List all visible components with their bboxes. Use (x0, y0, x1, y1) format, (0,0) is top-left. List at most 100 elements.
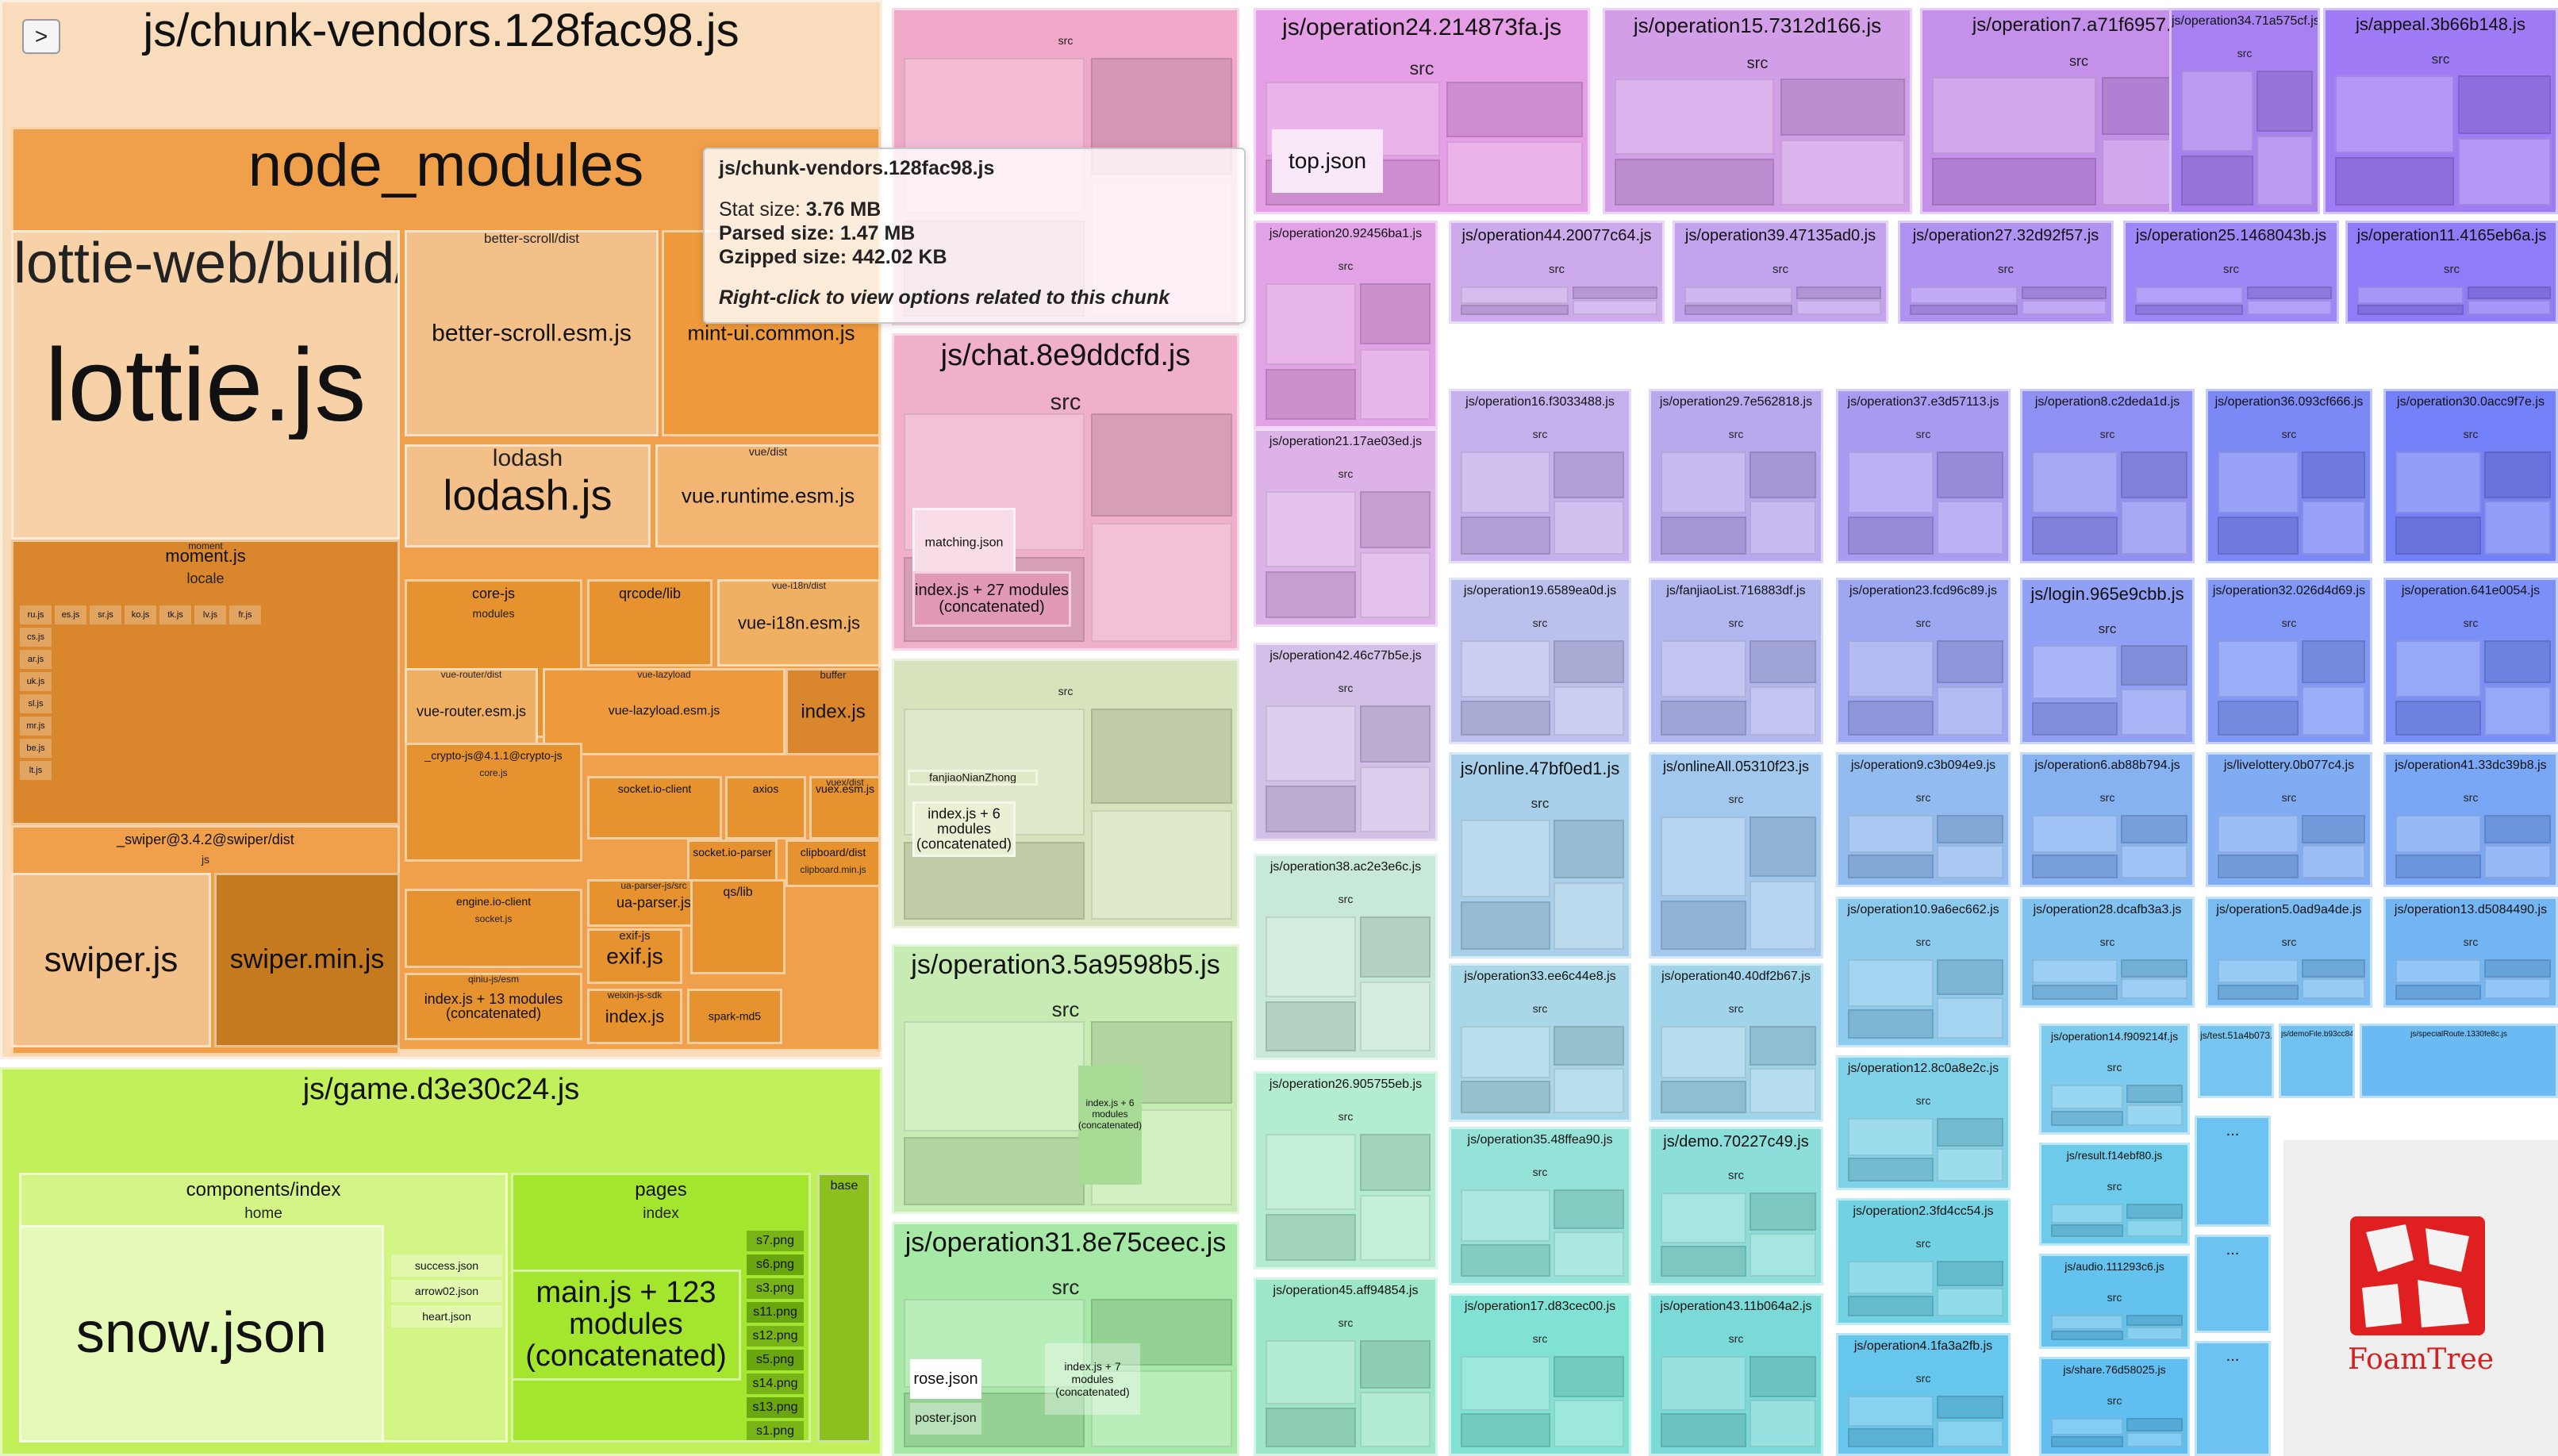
chunk-vue-router[interactable]: vue-router.esm.js vue-router/dist (405, 668, 538, 755)
module-block (1910, 286, 2018, 304)
chunk-chat-index[interactable]: index.js + 27 modules (concatenated) (912, 571, 1071, 627)
chunk-op35[interactable]: js/operation35.48ffea90.js src (1449, 1127, 1631, 1285)
chunk-op641[interactable]: js/operation.641e0054.js src (2383, 578, 2558, 744)
chunk-op9[interactable]: js/operation9.c3b094e9.js src (1836, 752, 2011, 887)
chunk-crypto[interactable]: _crypto-js@4.1.1@crypto-js core.js (405, 743, 582, 862)
chunk-op8[interactable]: js/operation8.c2deda1d.js src (2020, 389, 2195, 563)
chunk-share[interactable]: js/share.76d58025.js src (2039, 1357, 2190, 1456)
chunk-exif[interactable]: exif.js exif-js (587, 928, 682, 984)
chunk-onlineall[interactable]: js/onlineAll.05310f23.js src (1649, 752, 1823, 959)
chunk-dots2[interactable]: ... (2195, 1235, 2271, 1333)
chunk-vue-i18n[interactable]: vue-i18n.esm.js vue-i18n/dist (717, 579, 881, 667)
chunk-op11[interactable]: js/operation11.4165eb6a.js src (2345, 221, 2558, 324)
chunk-qs[interactable]: qs/lib (690, 879, 785, 974)
chunk-fanjiaolist[interactable]: js/fanjiaoList.716883df.js src (1649, 578, 1823, 744)
chunk-op42[interactable]: js/operation42.46c77b5e.js src (1254, 643, 1438, 841)
chunk-op21[interactable]: js/operation21.17ae03ed.js src (1254, 428, 1438, 627)
chunk-swipermin[interactable]: swiper.min.js (214, 873, 400, 1047)
chunk-dots1[interactable]: ... (2195, 1116, 2271, 1227)
src-folder-label: src (1532, 1166, 1548, 1178)
chunk-op2[interactable]: js/operation2.3fd4cc54.js src (1836, 1198, 2011, 1325)
chunk-vue-lazyload[interactable]: vue-lazyload.esm.js vue-lazyload (543, 668, 785, 755)
chunk-op38[interactable]: js/operation38.ac2e3e6c.js src (1254, 854, 1438, 1060)
chunk-label: js/operation16.f3033488.js (1465, 396, 1615, 409)
chunk-op36[interactable]: js/operation36.093cf666.js src (2206, 389, 2372, 563)
module-block (1266, 571, 1356, 618)
chunk-swiperjs[interactable]: swiper.js (11, 873, 211, 1047)
chunk-op40[interactable]: js/operation40.40df2b67.js src (1649, 963, 1823, 1122)
chunk-lodash[interactable]: lodash.js lodash (405, 444, 651, 547)
chunk-op14[interactable]: js/operation14.f909214f.js src (2039, 1024, 2190, 1135)
chunk-op39[interactable]: js/operation39.47135ad0.js src (1673, 221, 1888, 324)
chunk-audio[interactable]: js/audio.111293c6.js src (2039, 1254, 2190, 1349)
locale-file: mr.js (20, 716, 52, 736)
chunk-op3[interactable]: js/operation3.5a9598b5.js src index.js + 6… (892, 944, 1239, 1214)
chunk-qiniu[interactable]: index.js + 13 modules (concatenated) qini… (405, 973, 582, 1040)
chunk-clipboard[interactable]: clipboard/dist clipboard.min.js (785, 839, 881, 887)
chunk-snow[interactable]: snow.json (19, 1225, 384, 1443)
chunk-op26[interactable]: js/operation26.905755eb.js src (1254, 1071, 1438, 1270)
chunk-game-base[interactable]: base (817, 1173, 871, 1443)
chunk-moment[interactable]: moment.js moment locale ru.js es.js sr.js ko.j… (11, 540, 400, 825)
chunk-op16[interactable]: js/operation16.f3033488.js src (1449, 389, 1631, 563)
chunk-op32[interactable]: js/operation32.026d4d69.js src (2206, 578, 2372, 744)
chunk-online[interactable]: js/online.47bf0ed1.js src (1449, 752, 1631, 959)
chunk-op13[interactable]: js/operation13.d5084490.js src (2383, 897, 2558, 1008)
chunk-op30[interactable]: js/operation30.0acc9f7e.js src (2383, 389, 2558, 563)
chunk-better-scroll[interactable]: better-scroll.esm.js better-scroll/dist (405, 230, 659, 436)
chunk-appeal[interactable]: js/appeal.3b66b148.js src (2323, 8, 2558, 214)
chunk-op33[interactable]: js/operation33.ee6c44e8.js src (1449, 963, 1631, 1122)
module-block (1461, 305, 1569, 315)
chunk-blurred2[interactable]: src (892, 659, 1239, 928)
chunk-op41[interactable]: js/operation41.33dc39b8.js src (2383, 752, 2558, 887)
chunk-buffer[interactable]: index.js buffer (785, 668, 881, 755)
chunk-livelottery[interactable]: js/livelottery.0b077c4.js src (2206, 752, 2372, 887)
chunk-test[interactable]: js/test.51a4b073.js (2198, 1024, 2274, 1098)
chunk-axios[interactable]: axios (725, 776, 806, 839)
chunk-op28[interactable]: js/operation28.dcafb3a3.js src (2020, 897, 2195, 1008)
chunk-op20[interactable]: js/operation20.92456ba1.js src (1254, 221, 1438, 428)
chunk-op27[interactable]: js/operation27.32d92f57.js src (1898, 221, 2114, 324)
chunk-vuex[interactable]: vuex.esm.js vuex/dist (809, 776, 881, 839)
chunk-qrcode[interactable]: qrcode/lib (587, 579, 712, 667)
chunk-label: js/operation28.dcafb3a3.js (2033, 904, 2182, 916)
chunk-op10[interactable]: js/operation10.9a6ec662.js src (1836, 897, 2011, 1047)
chunk-op29[interactable]: js/operation29.7e562818.js src (1649, 389, 1823, 563)
chunk-op34[interactable]: js/operation34.71a575cf.js src (2169, 8, 2320, 214)
chunk-op5[interactable]: js/operation5.0ad9a4de.js src (2206, 897, 2372, 1008)
chunk-op23[interactable]: js/operation23.fcd96c89.js src (1836, 578, 2011, 744)
chunk-spark-md5[interactable]: spark-md5 (687, 989, 782, 1044)
chunk-op43[interactable]: js/operation43.11b064a2.js src (1649, 1293, 1823, 1456)
chunk-weixin[interactable]: index.js weixin-js-sdk (587, 989, 682, 1044)
chunk-chat-matching[interactable]: matching.json (912, 508, 1016, 579)
chunk-fanjiao-index[interactable]: index.js + 6 modules (concatenated) (912, 801, 1016, 857)
chunk-demofile[interactable]: js/demoFile.b93cc849.js (2279, 1024, 2355, 1098)
chunk-op25[interactable]: js/operation25.1468043b.js src (2123, 221, 2339, 324)
chunk-op17[interactable]: js/operation17.d83cec00.js src (1449, 1293, 1631, 1456)
chunk-label: pages (635, 1180, 687, 1201)
chunk-login[interactable]: js/login.965e9cbb.js src (2020, 578, 2195, 744)
chunk-op15[interactable]: js/operation15.7312d166.js src (1603, 8, 1912, 214)
chunk-vue-runtime[interactable]: vue.runtime.esm.js vue/dist (655, 444, 881, 547)
chunk-op31[interactable]: js/operation31.8e75ceec.js src rose.json po… (892, 1222, 1239, 1456)
chunk-op4[interactable]: js/operation4.1fa3a2fb.js src (1836, 1333, 2011, 1456)
chunk-lottie[interactable]: lottie.js lottie-web/build/player (11, 230, 400, 540)
chunk-specialroute[interactable]: js/specialRoute.1330fe8c.js (2360, 1024, 2558, 1098)
chunk-op24[interactable]: js/operation24.214873fa.js src top.json (1254, 8, 1590, 214)
chunk-label: core-js (471, 586, 515, 601)
chunk-dots3[interactable]: ... (2195, 1341, 2271, 1456)
chunk-op45[interactable]: js/operation45.aff94854.js src (1254, 1277, 1438, 1456)
chunk-op12[interactable]: js/operation12.8c0a8e2c.js src (1836, 1055, 2011, 1190)
chunk-result[interactable]: js/result.f14ebf80.js src (2039, 1143, 2190, 1246)
chunk-op6[interactable]: js/operation6.ab88b794.js src (2020, 752, 2195, 887)
chunk-engineio[interactable]: engine.io-client socket.js (405, 889, 582, 968)
src-folder-label: src (1728, 428, 1744, 440)
sidebar-toggle-button[interactable]: > (22, 19, 60, 54)
chunk-op44[interactable]: js/operation44.20077c64.js src (1449, 221, 1665, 324)
chunk-op37[interactable]: js/operation37.e3d57113.js src (1836, 389, 2011, 563)
chunk-game-main[interactable]: main.js + 123 modules (concatenated) (511, 1270, 741, 1381)
chunk-fanjiao[interactable]: fanjiaoNianZhong (908, 770, 1038, 786)
chunk-socketio-client[interactable]: socket.io-client (587, 776, 722, 839)
chunk-op19[interactable]: js/operation19.6589ea0d.js src (1449, 578, 1631, 744)
chunk-demo[interactable]: js/demo.70227c49.js src (1649, 1127, 1823, 1285)
